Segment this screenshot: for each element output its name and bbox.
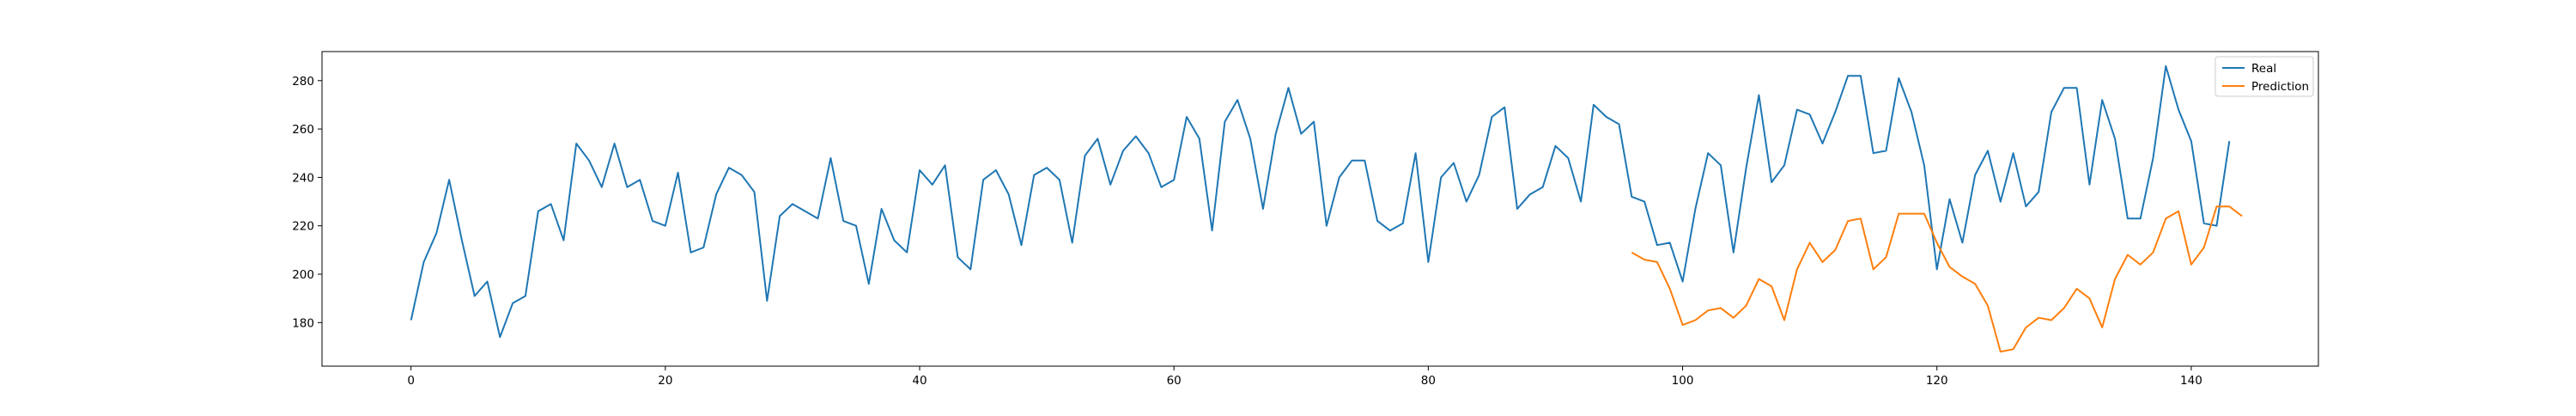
y-tick-label: 260: [292, 123, 314, 137]
x-tick-label: 0: [407, 374, 415, 388]
legend-label-prediction: Prediction: [2251, 80, 2309, 94]
y-tick-label: 200: [292, 268, 314, 282]
x-tick-label: 140: [2180, 374, 2202, 388]
plot-area: [321, 51, 2319, 367]
y-tick-label: 280: [292, 75, 314, 89]
x-tick-label: 80: [1421, 374, 1436, 388]
x-tick-label: 120: [1926, 374, 1948, 388]
series-line-prediction: [1631, 205, 2243, 353]
y-tick-label: 180: [292, 316, 314, 330]
x-tick-label: 100: [1672, 374, 1694, 388]
series-layer: [410, 64, 2243, 353]
x-axis: 0 20 40 60 80 100 120 140: [407, 366, 2202, 388]
x-tick-label: 40: [912, 374, 927, 388]
y-tick-label: 220: [292, 220, 314, 234]
legend: Real Prediction: [2215, 56, 2314, 97]
x-tick-label: 60: [1167, 374, 1182, 388]
series-line-real: [410, 64, 2231, 339]
y-tick-label: 240: [292, 171, 314, 185]
x-tick-label: 20: [658, 374, 672, 388]
y-axis: 180 200 220 240 260 280: [292, 75, 322, 330]
legend-label-real: Real: [2251, 62, 2276, 76]
